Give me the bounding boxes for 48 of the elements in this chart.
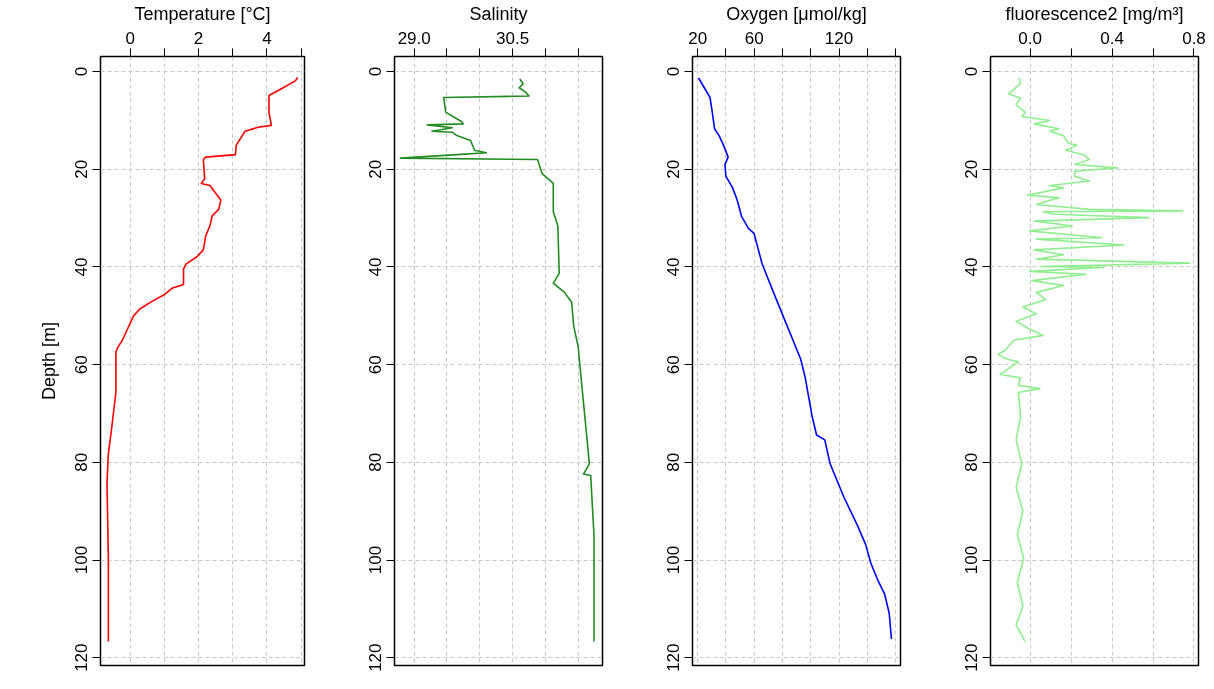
y-tick-label: 0 [366,66,386,77]
y-tick-label: 120 [664,643,684,672]
x-tick-label: 0.0 [1018,28,1042,48]
x-tick-label: 0.8 [1182,28,1206,48]
y-tick-label: 120 [72,643,92,672]
x-tick-label: 30.5 [496,28,530,48]
line-series [399,78,595,643]
y-tick-label: 20 [366,159,386,179]
x-tick-label: 120 [824,28,854,48]
x-tick-label: 29.0 [397,28,431,48]
x-axis-title: Oxygen [μmol/kg] [726,3,867,24]
y-tick-label: 100 [962,545,982,575]
y-tick-label: 80 [72,452,92,472]
x-tick-label: 2 [193,28,204,48]
x-tick-label: 0.4 [1100,28,1124,48]
y-tick-label: 60 [664,355,684,375]
y-tick-label: 40 [72,257,92,277]
x-axis-title: Salinity [469,3,528,24]
y-tick-label: 100 [366,545,386,575]
y-tick-label: 40 [366,257,386,277]
y-tick-label: 60 [962,355,982,375]
y-tick-label: 0 [962,66,982,77]
y-tick-label: 80 [664,452,684,472]
y-tick-label: 20 [962,159,982,179]
x-tick-label: 20 [688,28,708,48]
line-series [106,76,299,643]
y-tick-label: 0 [664,66,684,77]
x-axis-title: Temperature [°C] [134,3,271,24]
line-series [697,77,893,640]
y-axis-title: Depth [m] [38,321,59,401]
y-tick-label: 100 [72,545,92,575]
y-tick-label: 100 [664,545,684,575]
line-series [997,77,1191,643]
y-tick-label: 80 [366,452,386,472]
y-tick-label: 0 [72,66,92,77]
x-tick-label: 0 [125,28,135,48]
y-tick-label: 60 [366,355,386,375]
y-tick-label: 80 [962,452,982,472]
y-tick-label: 60 [72,355,92,375]
y-tick-label: 120 [962,643,982,672]
x-tick-label: 4 [262,28,272,48]
y-tick-label: 40 [962,257,982,277]
y-tick-label: 20 [664,159,684,179]
x-tick-label: 60 [744,28,764,48]
y-tick-label: 120 [366,643,386,672]
x-axis-title: fluorescence2 [mg/m³] [1005,3,1184,24]
y-tick-label: 20 [72,159,92,179]
y-tick-label: 40 [664,257,684,277]
